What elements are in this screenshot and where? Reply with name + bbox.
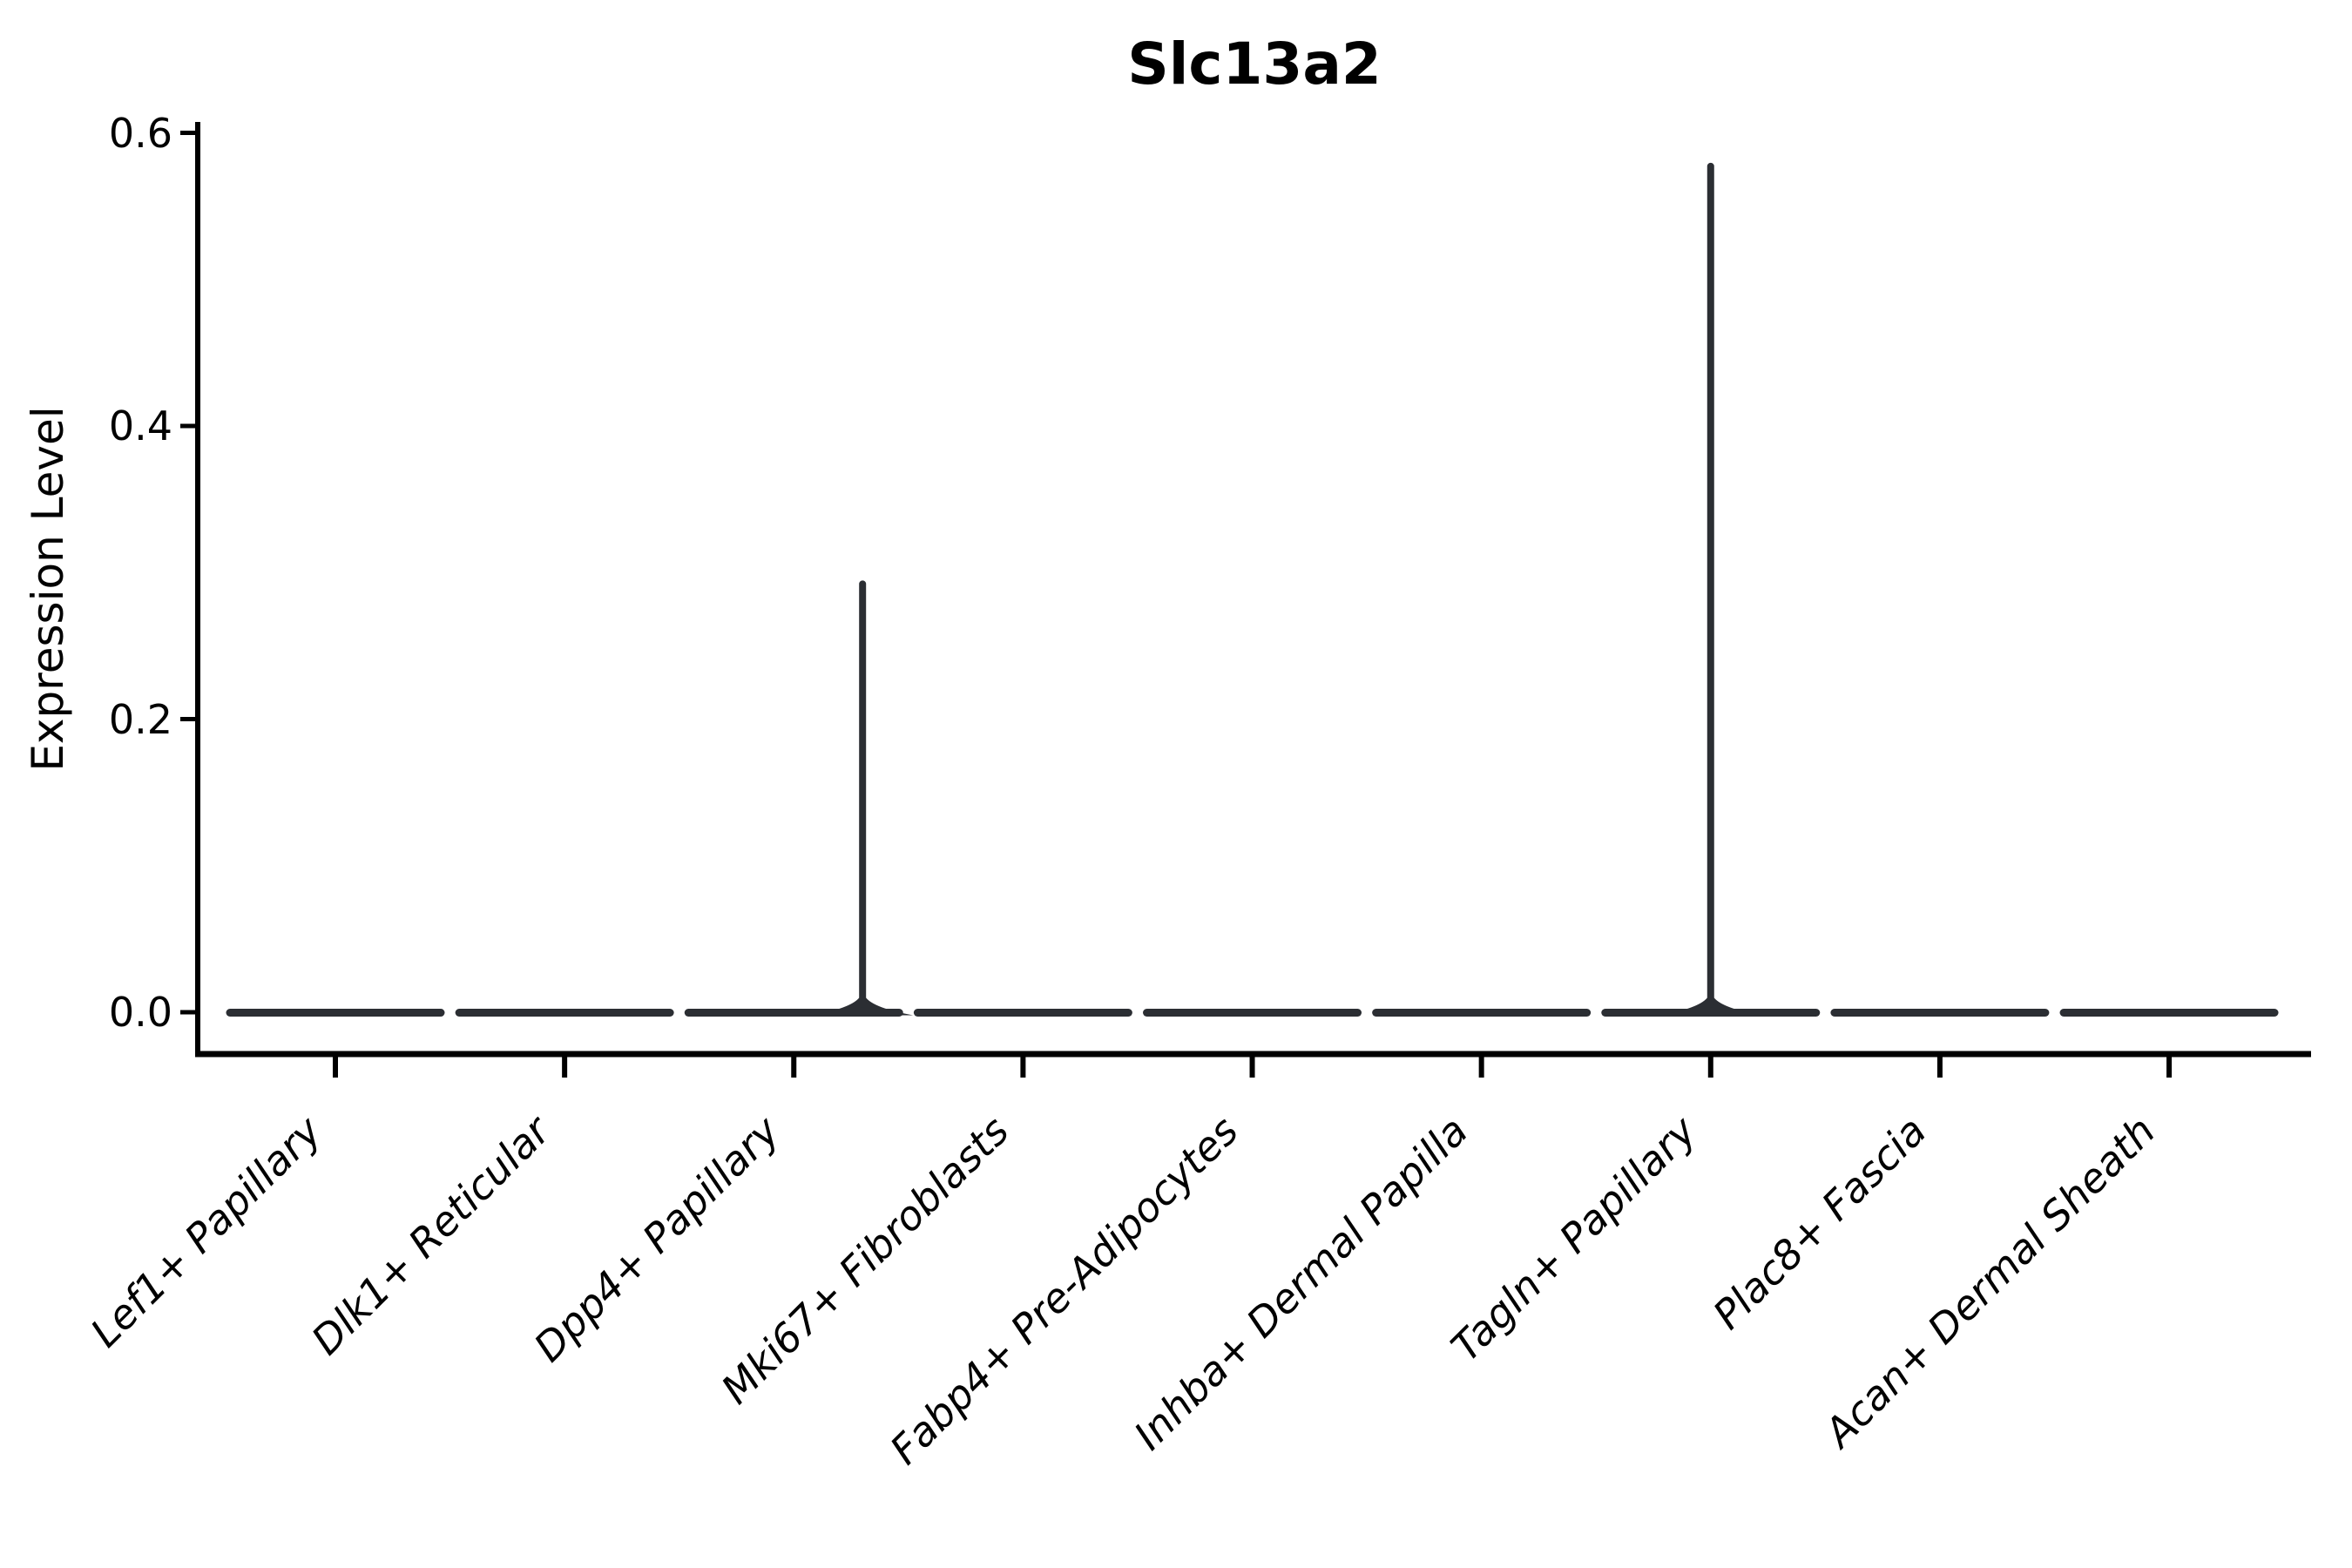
y-tick-label: 0.4 bbox=[108, 402, 172, 449]
y-axis-label: Expression Level bbox=[23, 406, 73, 772]
y-tick-label: 0.2 bbox=[108, 695, 172, 743]
y-tick-label: 0.0 bbox=[108, 989, 172, 1036]
plot-title: Slc13a2 bbox=[1127, 30, 1382, 98]
y-tick-label: 0.6 bbox=[108, 109, 172, 157]
